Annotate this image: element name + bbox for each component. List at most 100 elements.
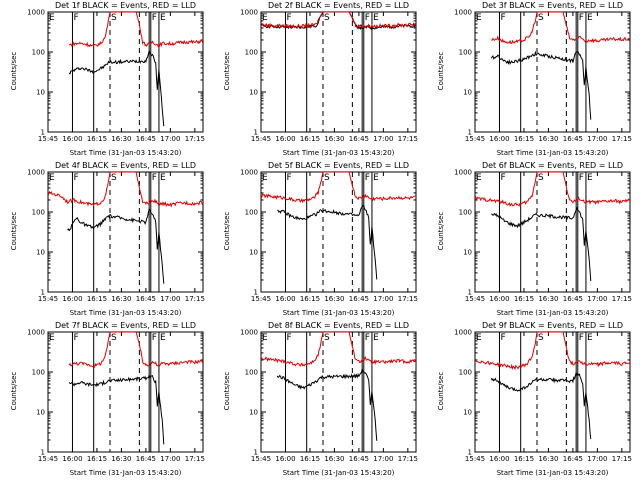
lld-series-line bbox=[48, 172, 203, 208]
series-group bbox=[261, 172, 416, 280]
x-tick-label: 16:00 bbox=[275, 295, 295, 303]
plot-frame bbox=[260, 331, 417, 453]
plot-area: 15:45 16:00 16:15 16:30 16:45 17:00 17:15 1 10 10… bbox=[454, 329, 632, 464]
x-tick-label: 16:45 bbox=[136, 295, 156, 303]
panel-title: Det 1f BLACK = Events, RED = LLD bbox=[54, 1, 197, 10]
panel-title: Det 2f BLACK = Events, RED = LLD bbox=[267, 1, 410, 10]
x-tick-label: 17:15 bbox=[612, 455, 632, 463]
lld-series-line bbox=[68, 332, 203, 368]
detector-panel-7: Det 7f BLACK = Events, RED = LLD Start Ti… bbox=[0, 320, 213, 480]
y-tick-label: 10 bbox=[36, 89, 45, 97]
x-tick-label: 16:30 bbox=[111, 135, 131, 143]
x-tick-label: 16:15 bbox=[87, 295, 107, 303]
x-tick-label: 16:30 bbox=[538, 455, 558, 463]
event-marker-label: S bbox=[538, 333, 544, 343]
x-axis-label: Start Time (31-Jan-03 15:43:20) bbox=[282, 149, 395, 157]
event-marker-label: F bbox=[286, 333, 291, 343]
plot-area: 15:45 16:00 16:15 16:30 16:45 17:00 17:15 1 10 10… bbox=[240, 329, 418, 464]
y-tick-label: 1 bbox=[254, 449, 258, 457]
y-tick-label: 100 bbox=[459, 369, 472, 377]
event-marker-label: E bbox=[587, 173, 593, 183]
panel-title: Det 3f BLACK = Events, RED = LLD bbox=[481, 1, 624, 10]
event-marker-label: E bbox=[160, 173, 166, 183]
x-tick-label: 17:00 bbox=[160, 295, 180, 303]
events-series-line bbox=[277, 204, 378, 280]
series-group bbox=[68, 332, 203, 445]
y-tick-label: 1 bbox=[468, 289, 472, 297]
y-tick-label: 1 bbox=[41, 289, 45, 297]
y-tick-label: 1 bbox=[468, 449, 472, 457]
event-marker-label: F bbox=[579, 173, 584, 183]
event-marker-label: E bbox=[262, 333, 268, 343]
event-marker-label: E bbox=[476, 13, 482, 23]
event-marker-label: S bbox=[324, 13, 330, 23]
event-marker-label: E bbox=[587, 13, 593, 23]
x-tick-label: 16:45 bbox=[563, 295, 583, 303]
event-marker-label: F bbox=[579, 333, 584, 343]
lld-series-line bbox=[261, 12, 416, 29]
y-tick-label: 10 bbox=[463, 409, 472, 417]
plot-area: 15:45 16:00 16:15 16:30 16:45 17:00 17:15 1 10 10… bbox=[240, 169, 418, 304]
events-series-line bbox=[490, 371, 592, 440]
event-marker-label: E bbox=[160, 13, 166, 23]
series-group bbox=[261, 12, 416, 30]
plot-frame bbox=[260, 171, 417, 293]
series-group bbox=[475, 332, 630, 440]
plot-frame bbox=[47, 171, 204, 293]
y-tick-label: 1 bbox=[254, 289, 258, 297]
plot-frame bbox=[47, 11, 204, 133]
series-group bbox=[475, 172, 630, 282]
event-marker-label: F bbox=[286, 173, 291, 183]
x-tick-label: 16:30 bbox=[111, 295, 131, 303]
events-series-line bbox=[491, 206, 592, 282]
series-group bbox=[261, 332, 416, 441]
x-axis-label: Start Time (31-Jan-03 15:43:20) bbox=[496, 309, 609, 317]
x-tick-label: 16:45 bbox=[349, 135, 369, 143]
y-tick-label: 1 bbox=[41, 129, 45, 137]
panel-title: Det 8f BLACK = Events, RED = LLD bbox=[267, 321, 410, 330]
events-series-line bbox=[68, 48, 165, 127]
event-marker-label: F bbox=[365, 173, 370, 183]
event-marker-label: F bbox=[365, 13, 370, 23]
x-tick-label: 16:15 bbox=[300, 295, 320, 303]
event-marker-label: F bbox=[73, 13, 78, 23]
x-tick-label: 15:45 bbox=[465, 455, 485, 463]
x-tick-label: 16:30 bbox=[538, 295, 558, 303]
lld-series-line bbox=[68, 12, 203, 49]
x-tick-label: 16:00 bbox=[489, 295, 509, 303]
detector-panel-2: Det 2f BLACK = Events, RED = LLD Start Ti… bbox=[213, 0, 426, 160]
event-marker-label: E bbox=[373, 333, 379, 343]
y-tick-label: 100 bbox=[245, 49, 258, 57]
event-marker-label: S bbox=[111, 13, 117, 23]
event-marker-label: F bbox=[365, 333, 370, 343]
x-tick-label: 16:15 bbox=[87, 455, 107, 463]
event-marker-label: E bbox=[587, 333, 593, 343]
plot-area: 15:45 16:00 16:15 16:30 16:45 17:00 17:15 1 10 10… bbox=[27, 9, 205, 144]
plot-area: 15:45 16:00 16:15 16:30 16:45 17:00 17:15 1 10 10… bbox=[27, 329, 205, 464]
event-marker-label: S bbox=[111, 333, 117, 343]
x-tick-label: 16:15 bbox=[514, 295, 534, 303]
panel-title: Det 6f BLACK = Events, RED = LLD bbox=[481, 161, 624, 170]
event-marker-label: E bbox=[373, 13, 379, 23]
plot-area: 15:45 16:00 16:15 16:30 16:45 17:00 17:15 1 10 10… bbox=[454, 9, 632, 144]
detector-panel-8: Det 8f BLACK = Events, RED = LLD Start Ti… bbox=[213, 320, 426, 480]
x-tick-label: 17:15 bbox=[398, 455, 418, 463]
plot-area: 15:45 16:00 16:15 16:30 16:45 17:00 17:15 1 10 10… bbox=[27, 169, 205, 304]
detector-panel-6: Det 6f BLACK = Events, RED = LLD Start Ti… bbox=[427, 160, 640, 320]
x-tick-label: 16:00 bbox=[62, 135, 82, 143]
y-tick-label: 10 bbox=[249, 89, 258, 97]
x-axis-label: Start Time (31-Jan-03 15:43:20) bbox=[69, 309, 182, 317]
event-marker-label: F bbox=[579, 13, 584, 23]
x-tick-label: 16:30 bbox=[324, 135, 344, 143]
x-tick-label: 17:00 bbox=[373, 295, 393, 303]
x-tick-label: 17:15 bbox=[612, 135, 632, 143]
event-marker-label: E bbox=[49, 173, 55, 183]
x-axis-label: Start Time (31-Jan-03 15:43:20) bbox=[69, 469, 182, 477]
x-tick-label: 17:15 bbox=[185, 135, 205, 143]
x-tick-label: 17:00 bbox=[160, 135, 180, 143]
event-marker-label: E bbox=[262, 173, 268, 183]
detector-panel-5: Det 5f BLACK = Events, RED = LLD Start Ti… bbox=[213, 160, 426, 320]
x-tick-label: 16:00 bbox=[275, 455, 295, 463]
y-tick-label: 100 bbox=[32, 209, 45, 217]
x-tick-label: 15:45 bbox=[251, 295, 271, 303]
